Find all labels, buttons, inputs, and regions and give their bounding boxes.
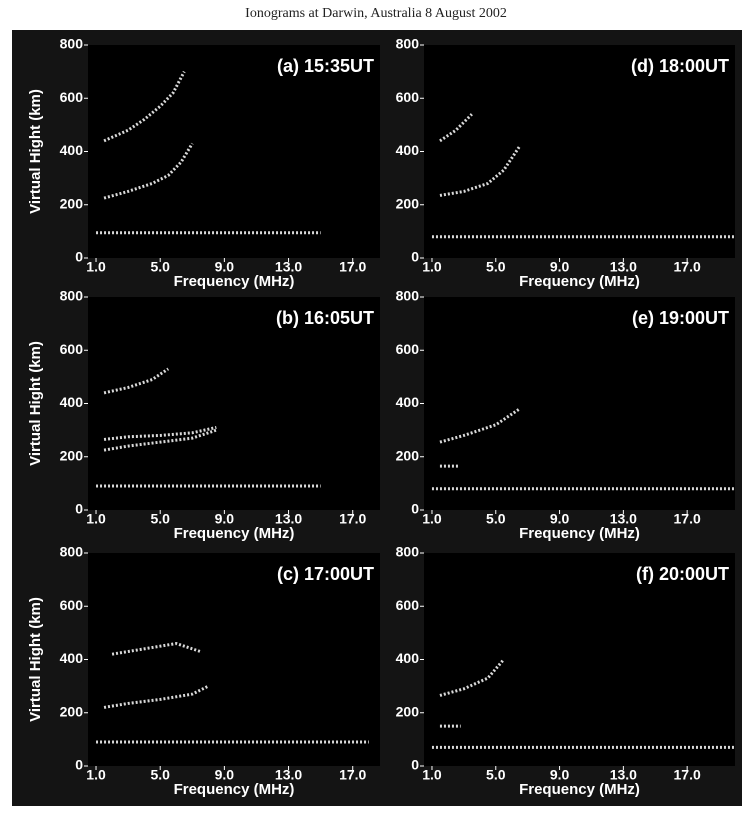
y-tick-label: 800 xyxy=(60,544,84,560)
y-tick-label: 800 xyxy=(396,544,420,560)
x-tick-label: 17.0 xyxy=(339,259,366,275)
plot-area xyxy=(88,45,380,258)
panel-label: (a) 15:35UT xyxy=(277,56,374,76)
x-axis-title: Frequency (MHz) xyxy=(519,273,640,290)
x-axis-title: Frequency (MHz) xyxy=(174,781,295,798)
x-tick-label: 5.0 xyxy=(486,259,506,275)
y-tick-label: 600 xyxy=(396,89,420,105)
y-tick-label: 200 xyxy=(60,703,84,719)
figure-title: Ionograms at Darwin, Australia 8 August … xyxy=(245,6,507,21)
y-tick-label: 0 xyxy=(75,249,83,265)
y-tick-label: 400 xyxy=(396,142,420,158)
x-tick-label: 5.0 xyxy=(486,767,506,783)
y-tick-label: 0 xyxy=(411,757,419,773)
y-tick-label: 800 xyxy=(60,288,84,304)
x-tick-label: 17.0 xyxy=(674,767,701,783)
y-tick-label: 400 xyxy=(396,650,420,666)
y-tick-label: 200 xyxy=(396,447,420,463)
y-tick-label: 200 xyxy=(60,195,84,211)
y-tick-label: 200 xyxy=(60,447,84,463)
x-tick-label: 1.0 xyxy=(86,511,106,527)
y-tick-label: 400 xyxy=(60,394,84,410)
y-axis-title: Virtual Hight (km) xyxy=(27,89,44,214)
panel-label: (b) 16:05UT xyxy=(276,308,374,328)
x-tick-label: 1.0 xyxy=(86,767,106,783)
y-tick-label: 200 xyxy=(396,195,420,211)
figure: Ionograms at Darwin, Australia 8 August … xyxy=(0,0,753,817)
y-tick-label: 800 xyxy=(396,36,420,52)
x-tick-label: 1.0 xyxy=(422,511,442,527)
x-tick-label: 1.0 xyxy=(422,767,442,783)
y-tick-label: 600 xyxy=(60,597,84,613)
y-tick-label: 0 xyxy=(75,757,83,773)
panel-label: (d) 18:00UT xyxy=(631,56,729,76)
plot-area xyxy=(424,45,735,258)
y-tick-label: 600 xyxy=(396,597,420,613)
panel-label: (e) 19:00UT xyxy=(632,308,729,328)
x-tick-label: 17.0 xyxy=(339,511,366,527)
plot-area xyxy=(424,553,735,766)
y-tick-label: 800 xyxy=(396,288,420,304)
y-tick-label: 400 xyxy=(60,650,84,666)
x-tick-label: 5.0 xyxy=(486,511,506,527)
panel-label: (f) 20:00UT xyxy=(636,564,729,584)
y-tick-label: 800 xyxy=(60,36,84,52)
x-tick-label: 5.0 xyxy=(150,511,170,527)
x-axis-title: Frequency (MHz) xyxy=(174,273,295,290)
y-tick-label: 0 xyxy=(411,501,419,517)
y-tick-label: 600 xyxy=(60,341,84,357)
y-tick-label: 600 xyxy=(396,341,420,357)
y-tick-label: 0 xyxy=(411,249,419,265)
x-tick-label: 1.0 xyxy=(86,259,106,275)
x-tick-label: 17.0 xyxy=(674,511,701,527)
y-tick-label: 400 xyxy=(60,142,84,158)
x-axis-title: Frequency (MHz) xyxy=(519,525,640,542)
y-tick-label: 600 xyxy=(60,89,84,105)
x-tick-label: 17.0 xyxy=(674,259,701,275)
y-tick-label: 0 xyxy=(75,501,83,517)
x-tick-label: 1.0 xyxy=(422,259,442,275)
panel-label: (c) 17:00UT xyxy=(277,564,374,584)
x-tick-label: 5.0 xyxy=(150,767,170,783)
x-axis-title: Frequency (MHz) xyxy=(519,781,640,798)
plot-area xyxy=(424,297,735,510)
y-axis-title: Virtual Hight (km) xyxy=(27,341,44,466)
plot-area xyxy=(88,553,380,766)
y-axis-title: Virtual Hight (km) xyxy=(27,597,44,722)
x-tick-label: 17.0 xyxy=(339,767,366,783)
x-axis-title: Frequency (MHz) xyxy=(174,525,295,542)
plot-area xyxy=(88,297,380,510)
x-tick-label: 5.0 xyxy=(150,259,170,275)
y-tick-label: 400 xyxy=(396,394,420,410)
y-tick-label: 200 xyxy=(396,703,420,719)
